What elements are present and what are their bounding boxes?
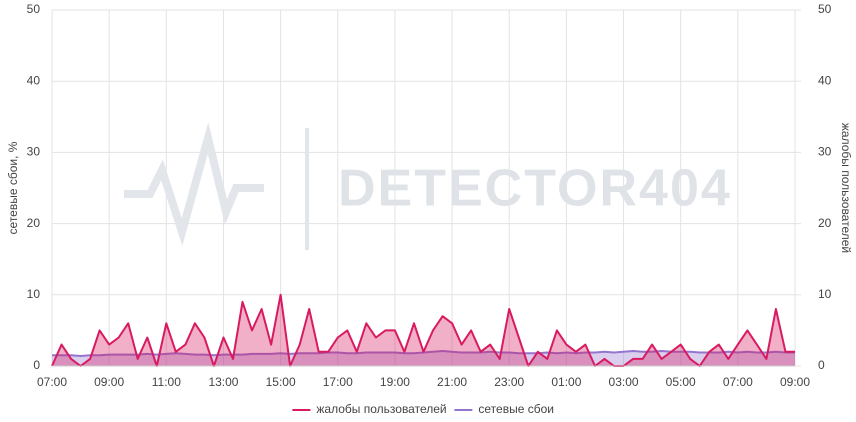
legend-label: сетевые сбои xyxy=(478,402,554,416)
x-tick-label: 13:00 xyxy=(208,375,238,389)
y-tick-label: 0 xyxy=(33,358,40,372)
x-tick-label: 01:00 xyxy=(551,375,581,389)
y2-tick-label: 30 xyxy=(818,145,832,159)
x-tick-label: 23:00 xyxy=(494,375,524,389)
x-tick-label: 03:00 xyxy=(609,375,639,389)
watermark-logo xyxy=(124,122,264,246)
watermark-text: DETECTOR404 xyxy=(338,160,732,218)
x-tick-label: 07:00 xyxy=(723,375,753,389)
series-area xyxy=(52,294,795,366)
x-tick-label: 17:00 xyxy=(323,375,353,389)
legend-label: жалобы пользователей xyxy=(316,402,446,416)
y2-tick-label: 50 xyxy=(818,2,832,16)
y2-tick-label: 10 xyxy=(818,287,832,301)
x-tick-label: 07:00 xyxy=(37,375,67,389)
y2-tick-label: 0 xyxy=(818,358,825,372)
x-tick-label: 19:00 xyxy=(380,375,410,389)
x-tick-label: 15:00 xyxy=(266,375,296,389)
x-tick-label: 09:00 xyxy=(780,375,810,389)
watermark: DETECTOR404 xyxy=(124,122,732,250)
y-tick-label: 40 xyxy=(27,73,41,87)
y-axis-title: сетевые сбои, % xyxy=(6,141,20,234)
y-tick-label: 50 xyxy=(27,2,41,16)
grid xyxy=(51,9,796,367)
x-tick-label: 05:00 xyxy=(666,375,696,389)
y2-tick-label: 20 xyxy=(818,216,832,230)
y-tick-label: 20 xyxy=(27,216,41,230)
y2-tick-label: 40 xyxy=(818,73,832,87)
series-line xyxy=(51,293,795,367)
y-tick-label: 30 xyxy=(27,145,41,159)
x-tick-label: 11:00 xyxy=(152,375,181,389)
x-tick-label: 21:00 xyxy=(437,375,467,389)
y-tick-label: 10 xyxy=(27,287,41,301)
y2-axis-title: жалобы пользователей xyxy=(839,123,853,253)
x-tick-label: 09:00 xyxy=(94,375,124,389)
